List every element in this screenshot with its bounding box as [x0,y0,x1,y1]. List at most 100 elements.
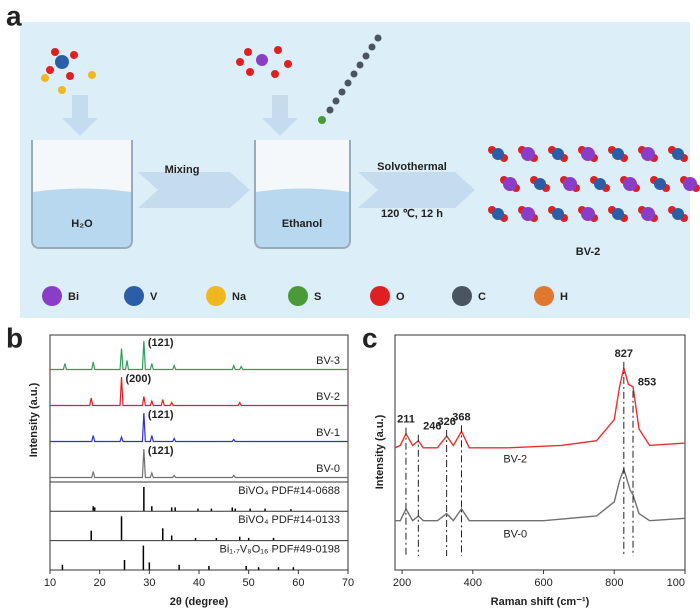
atom [521,207,535,221]
xrd-pattern [50,340,348,371]
series-label: BV-3 [316,355,340,367]
molecules [41,34,700,222]
atom [271,70,279,78]
panel-label: c [362,322,378,353]
atom [41,74,49,82]
legend-swatch [206,286,226,306]
arrow [62,95,98,136]
plot-frame [394,334,686,571]
atom [612,208,624,220]
peak-annotation: (121) [148,409,174,421]
x-tick-label: 200 [393,577,411,589]
x-tick-label: 600 [534,577,552,589]
x-tick-label: 70 [342,577,354,589]
x-tick-label: 20 [94,577,106,589]
beaker-label: Ethanol [282,218,322,230]
legend-label: Na [232,291,247,303]
legend-label: V [150,291,158,303]
atom [88,71,96,79]
series-label: BV-0 [316,463,340,475]
atom [672,148,684,160]
peak-annotation: (121) [148,445,174,457]
xrd-pattern [50,376,348,407]
arrow [138,172,250,208]
xrd-pattern [50,412,348,443]
peak-label: 326 [437,416,455,428]
atom [672,208,684,220]
atom [356,61,364,69]
atom [552,148,564,160]
arrow [262,95,298,136]
atom [338,88,346,96]
legend-label: S [314,291,321,303]
legend-swatch [370,286,390,306]
peak-label: 827 [615,348,633,360]
legend-swatch [534,286,554,306]
step-label: Solvothermal [377,161,447,173]
atom [46,66,54,74]
legend: Bi V Na S O C H [42,286,568,306]
peak-annotation: (121) [148,337,174,349]
atom [55,55,69,69]
legend-swatch [452,286,472,306]
atom [246,68,254,76]
arrow [358,172,475,208]
panel-label: a [6,0,22,31]
atom [344,79,352,87]
atom [581,147,595,161]
x-tick-label: 10 [44,577,56,589]
legend-label: O [396,291,405,303]
legend-label: H [560,291,568,303]
legend-swatch [124,286,144,306]
series-label: BV-2 [503,453,527,465]
reference-label: BiVO₄ PDF#14-0688 [238,485,340,497]
peak-label: 853 [638,377,656,389]
atom [244,48,252,56]
x-tick-label: 30 [143,577,155,589]
y-axis-label: Intensity (a.u.) [28,382,40,457]
beaker-label: H₂O [71,218,93,230]
x-axis-label: 2θ (degree) [170,596,229,608]
legend-label: C [478,291,486,303]
atom [256,54,268,66]
x-tick-label: 400 [464,577,482,589]
x-tick-label: 60 [292,577,304,589]
atom [654,178,666,190]
x-tick-label: 50 [243,577,255,589]
atom [641,147,655,161]
peak-annotation: (200) [126,373,152,385]
atom [51,48,59,56]
reference-label: Bi₁.₇V₈O₁₆ PDF#49-0198 [220,544,340,556]
peak-label: 368 [452,411,470,423]
atom [623,177,637,191]
atom [503,177,517,191]
atom [362,52,370,60]
legend-swatch [42,286,62,306]
atom [563,177,577,191]
atom [274,46,282,54]
x-axis-label: Raman shift (cm⁻¹) [491,596,590,608]
atom [374,34,382,42]
xrd-pattern [50,448,348,479]
atom [581,207,595,221]
atom [594,178,606,190]
condition-label: 120 ℃, 12 h [381,208,443,220]
atom [236,58,244,66]
atom [318,116,326,124]
atom [683,177,697,191]
legend-label: Bi [68,291,79,303]
atom [66,72,74,80]
atom [534,178,546,190]
beaker [31,140,133,249]
atom [350,70,358,78]
beaker [254,140,351,249]
series-label: BV-2 [316,391,340,403]
reference-label: BiVO₄ PDF#14-0133 [238,514,340,526]
x-tick-label: 800 [605,577,623,589]
legend-swatch [288,286,308,306]
raman-spectrum [395,466,686,522]
atom [641,207,655,221]
atom [284,60,292,68]
step-label: Mixing [165,164,200,176]
